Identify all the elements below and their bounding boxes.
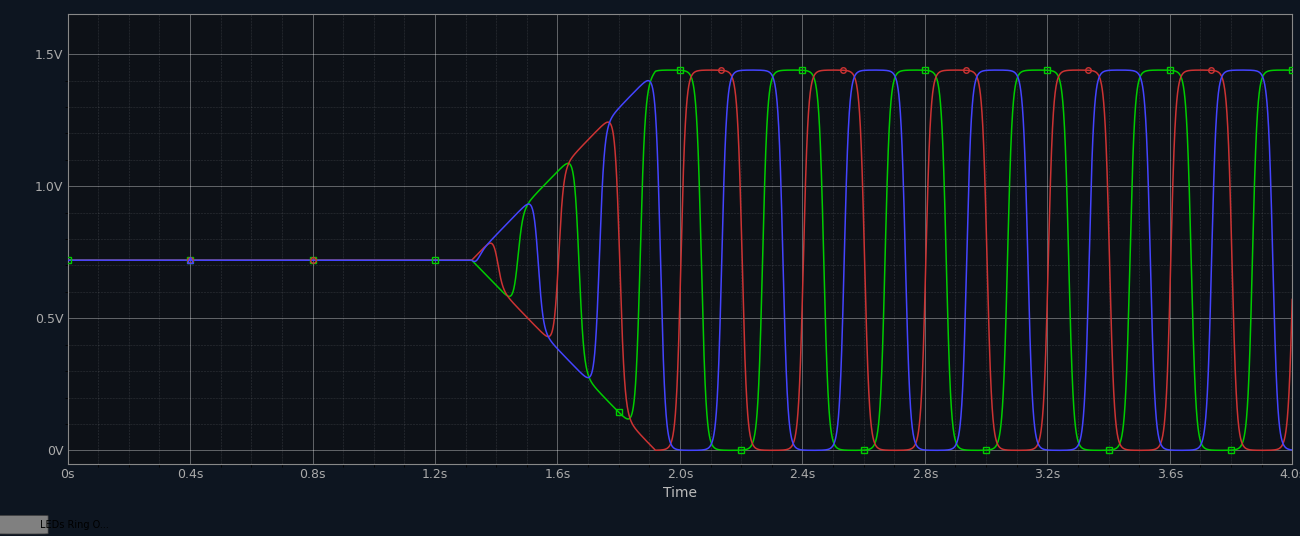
Text: LEDs Ring O...: LEDs Ring O... bbox=[40, 520, 109, 530]
FancyBboxPatch shape bbox=[0, 516, 48, 534]
X-axis label: Time: Time bbox=[663, 486, 697, 501]
